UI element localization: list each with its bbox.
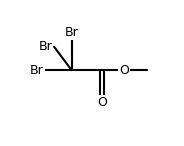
Text: Br: Br (65, 26, 78, 39)
Text: Br: Br (39, 40, 53, 53)
Text: O: O (97, 96, 107, 109)
Text: O: O (119, 64, 129, 77)
Text: Br: Br (30, 64, 44, 77)
